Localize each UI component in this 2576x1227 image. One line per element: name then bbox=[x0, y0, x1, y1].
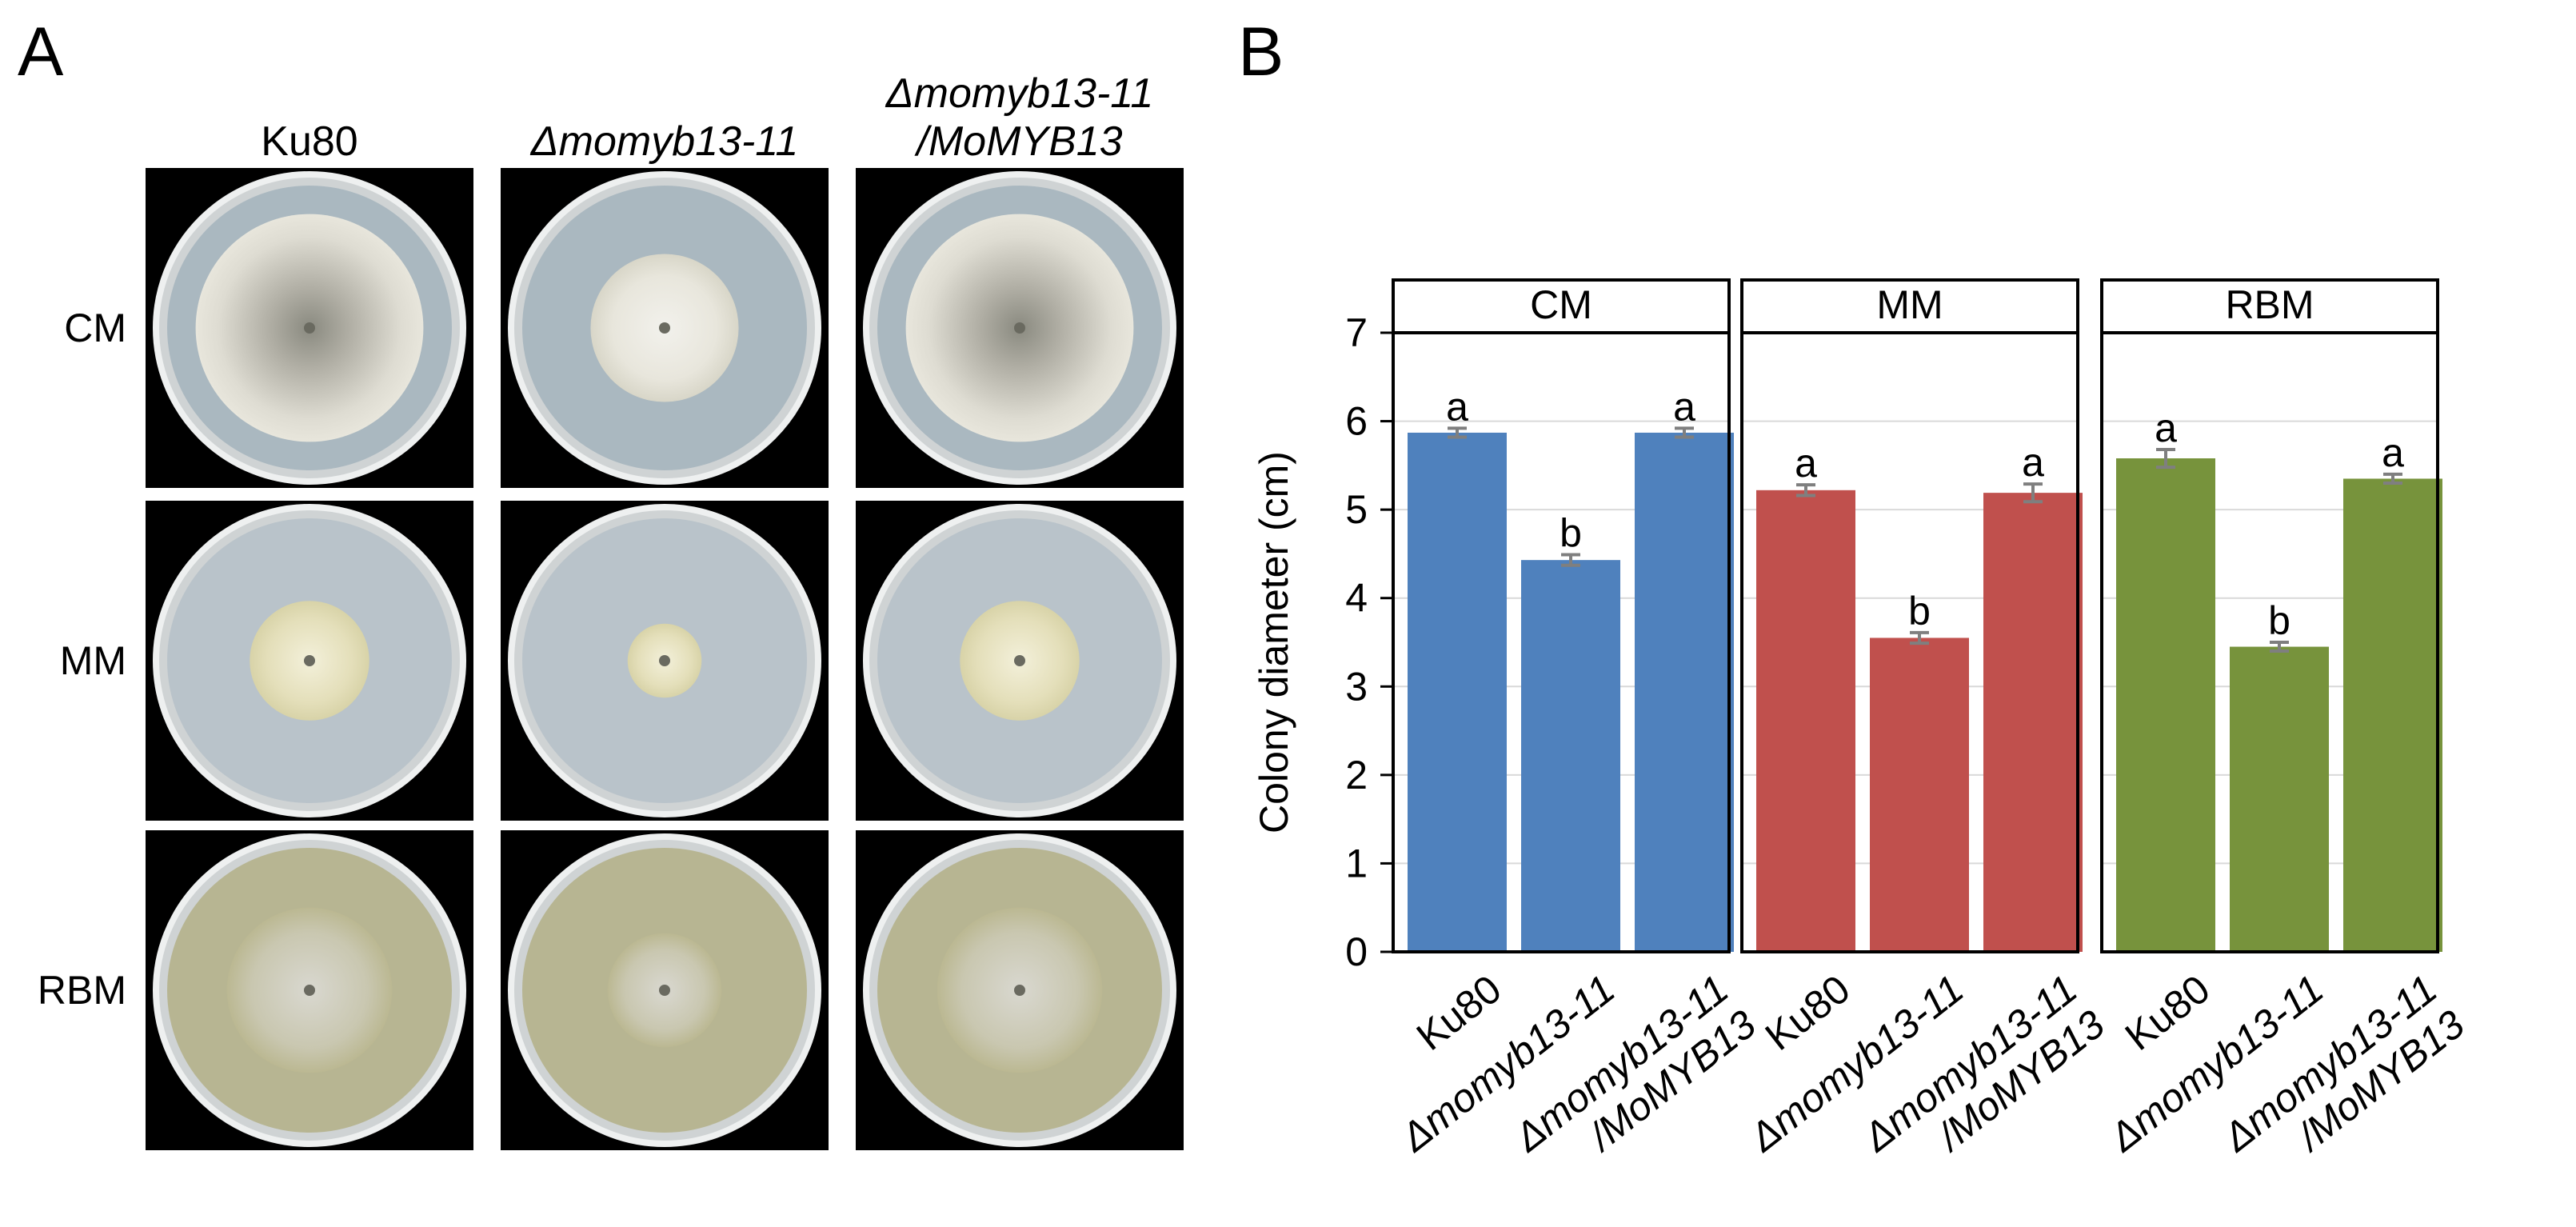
photo-row-label: MM bbox=[59, 638, 126, 683]
photo-column-label: Ku80 bbox=[261, 118, 358, 165]
photo-row-label: RBM bbox=[37, 968, 126, 1013]
bar bbox=[1983, 493, 2083, 952]
plate-photo bbox=[146, 501, 473, 821]
photo-column-label: Δmomyb13-11 bbox=[530, 118, 799, 165]
plate-photo bbox=[856, 830, 1184, 1150]
plate-photo bbox=[856, 501, 1184, 821]
plate-photo bbox=[501, 830, 829, 1150]
plate-photo bbox=[501, 168, 829, 488]
facet-label: MM bbox=[1876, 282, 1943, 327]
facet-strip bbox=[1740, 278, 2079, 334]
panel-a-letter: A bbox=[18, 14, 64, 90]
significance-letter: a bbox=[2382, 430, 2404, 475]
photo-row-label: CM bbox=[64, 306, 126, 350]
y-tick-label: 1 bbox=[1345, 841, 1368, 885]
significance-letter: a bbox=[2022, 440, 2044, 485]
panel-b-letter: B bbox=[1238, 14, 1284, 90]
plate-photo bbox=[856, 168, 1184, 488]
significance-letter: a bbox=[1673, 384, 1695, 429]
significance-letter: b bbox=[1560, 511, 1582, 556]
significance-letter: b bbox=[1908, 589, 1931, 633]
y-tick-label: 6 bbox=[1345, 399, 1368, 444]
bar bbox=[2343, 478, 2442, 952]
y-tick-label: 2 bbox=[1345, 753, 1368, 797]
photo-column-label: Δmomyb13-11 /MoMYB13 bbox=[885, 70, 1154, 165]
y-tick-label: 5 bbox=[1345, 487, 1368, 532]
significance-letter: a bbox=[2155, 406, 2177, 450]
facet-frame bbox=[1740, 331, 2079, 953]
facet-label: CM bbox=[1530, 282, 1592, 327]
bar bbox=[1635, 432, 1734, 952]
bar bbox=[1521, 560, 1620, 952]
bar bbox=[2116, 458, 2215, 952]
y-axis-title: Colony diameter (cm) bbox=[1252, 451, 1296, 833]
plate-photo bbox=[146, 168, 473, 488]
bar bbox=[1408, 432, 1507, 952]
bar bbox=[2230, 646, 2329, 952]
y-tick-label: 4 bbox=[1345, 576, 1368, 621]
facet-strip bbox=[1392, 278, 1731, 334]
y-tick-label: 3 bbox=[1345, 664, 1368, 709]
y-tick-label: 7 bbox=[1345, 310, 1368, 355]
y-tick-label: 0 bbox=[1345, 929, 1368, 974]
significance-letter: a bbox=[1446, 384, 1468, 429]
plate-photo bbox=[146, 830, 473, 1150]
facet-frame bbox=[2100, 331, 2439, 953]
facet-label: RBM bbox=[2225, 282, 2314, 327]
significance-letter: b bbox=[2268, 598, 2290, 643]
significance-letter: a bbox=[1795, 441, 1817, 486]
colony-diameter-chart: Colony diameter (cm)01234567CMaKu80bΔmom… bbox=[1252, 278, 2473, 1161]
bar bbox=[1870, 637, 1969, 952]
bar bbox=[1756, 490, 1855, 952]
plate-photo bbox=[501, 501, 829, 821]
